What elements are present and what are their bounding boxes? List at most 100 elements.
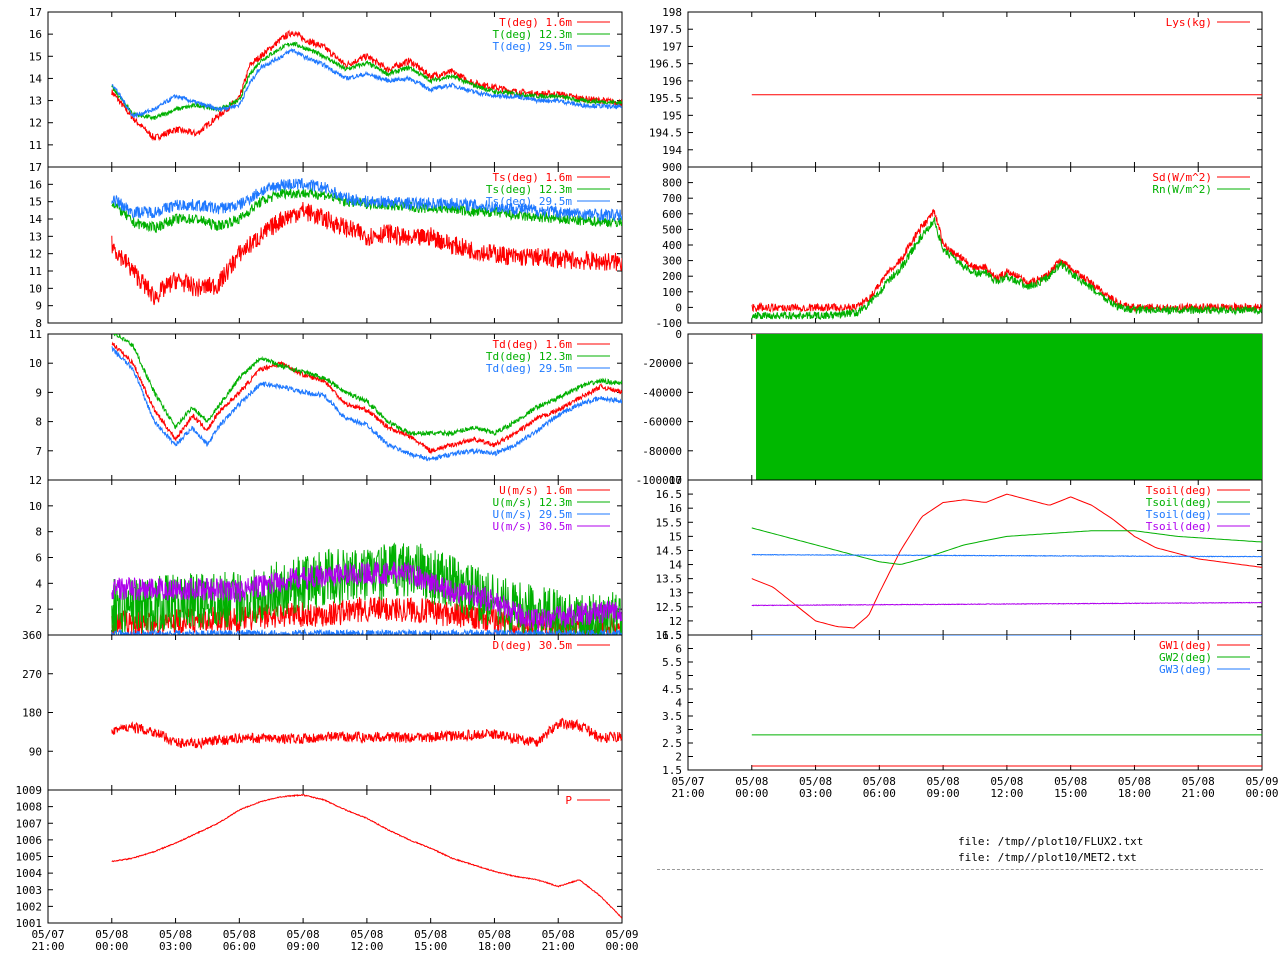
source-file-flux: file: /tmp//plot10/FLUX2.txt [958, 835, 1144, 848]
x-tick-label: 05/08 [287, 928, 320, 941]
y-tick-label: 2.5 [662, 737, 682, 750]
x-tick-label: 12:00 [350, 940, 383, 953]
separator-line [657, 869, 1263, 870]
series-fill-g2-w-m-2 [756, 334, 1262, 480]
series-line-u-m-s-29-5m [111, 627, 622, 635]
x-tick-label: 05/08 [1182, 775, 1215, 788]
y-tick-label: 300 [662, 255, 682, 268]
x-tick-label: 15:00 [414, 940, 447, 953]
legend-label: Td(deg) 1.6m [493, 338, 573, 351]
y-tick-label: 90 [29, 745, 42, 758]
y-tick-label: 4.5 [662, 683, 682, 696]
y-tick-label: 5.5 [662, 656, 682, 669]
legend-label: Ts(deg) 1.6m [493, 171, 573, 184]
x-tick-label: 12:00 [990, 787, 1023, 800]
y-tick-label: 800 [662, 177, 682, 190]
x-tick-label: 03:00 [159, 940, 192, 953]
y-tick-label: 16 [29, 178, 42, 191]
y-tick-label: 1004 [16, 867, 43, 880]
x-tick-label: 06:00 [863, 787, 896, 800]
x-tick-label: 06:00 [223, 940, 256, 953]
x-tick-label: 05/07 [31, 928, 64, 941]
series-line-tsoil-deg [751, 527, 1262, 565]
series-line-u-m-s-30-5m [111, 561, 622, 632]
series-line-t-deg-12-3m [111, 41, 622, 121]
series-line-tsoil-deg [751, 493, 1262, 629]
y-tick-label: 8 [35, 526, 42, 539]
y-tick-label: 15 [29, 50, 42, 63]
legend-label: Lys(kg) [1166, 16, 1212, 29]
legend-label: P [565, 794, 572, 807]
x-tick-label: 05/08 [927, 775, 960, 788]
y-tick-label: 16.5 [656, 488, 683, 501]
y-tick-label: 8 [35, 317, 42, 330]
legend-label: U(m/s) 1.6m [499, 484, 572, 497]
y-tick-label: 270 [22, 668, 42, 681]
legend-label: Tsoil(deg) [1146, 508, 1212, 521]
x-tick-label: 00:00 [95, 940, 128, 953]
panel-sd: -100 0 100 200 300 400 500 600 700 800 900 Sd(W/m^2… [656, 161, 1263, 330]
legend-label: GW3(deg) [1159, 663, 1212, 676]
x-tick-label: 05/08 [414, 928, 447, 941]
legend-label: U(m/s) 30.5m [493, 520, 573, 533]
y-tick-label: 12.5 [656, 601, 683, 614]
y-tick-label: 6 [35, 552, 42, 565]
series-line-sd-w-m-2 [751, 208, 1262, 314]
y-tick-label: 13 [29, 95, 42, 108]
y-tick-label: 11 [29, 139, 42, 152]
y-tick-label: 6 [675, 643, 682, 656]
x-tick-label: 05/08 [223, 928, 256, 941]
x-tick-label: 05/08 [1054, 775, 1087, 788]
y-tick-label: 11 [29, 328, 42, 341]
y-tick-label: 6.5 [662, 629, 682, 642]
x-tick-label: 05/09 [1245, 775, 1278, 788]
panel-frame [47, 634, 623, 791]
x-tick-label: 00:00 [1245, 787, 1278, 800]
y-tick-label: 195.5 [649, 92, 682, 105]
legend-label: Ts(deg) 12.3m [486, 183, 572, 196]
legend-label: U(m/s) 12.3m [493, 496, 573, 509]
panel-lys: 194 194.5 195 195.5 196 196.5 197 197.5 198 Lys(k… [649, 6, 1263, 168]
series-line-tsoil-deg [751, 553, 1262, 558]
x-tick-label: 21:00 [1182, 787, 1215, 800]
y-tick-label: 1.5 [662, 764, 682, 777]
y-tick-label: -60000 [642, 416, 682, 429]
y-tick-label: 197.5 [649, 23, 682, 36]
y-tick-label: 11 [29, 265, 42, 278]
y-tick-label: 180 [22, 707, 42, 720]
y-tick-label: 10 [29, 357, 42, 370]
y-tick-label: 194 [662, 144, 682, 157]
x-tick-label: 05/08 [542, 928, 575, 941]
series-line-rn-w-m-2 [751, 216, 1262, 320]
y-tick-label: 2 [675, 751, 682, 764]
x-tick-label: 05/07 [671, 775, 704, 788]
y-tick-label: -80000 [642, 445, 682, 458]
y-tick-label: 13.5 [656, 573, 683, 586]
y-tick-label: 100 [662, 286, 682, 299]
y-tick-label: 1002 [16, 900, 43, 913]
y-tick-label: 15 [29, 196, 42, 209]
y-tick-label: 2 [35, 603, 42, 616]
panel-gw: 1.522.533.544.555.566.505/0721:0005/0800… [662, 629, 1278, 800]
y-tick-label: -40000 [642, 386, 682, 399]
x-tick-label: 05/08 [735, 775, 768, 788]
series-line-t-deg-1-6m [111, 29, 622, 142]
series-line-td-deg-29-5m [111, 346, 622, 462]
panel-t: 11 12 13 14 15 16 17 T(deg) 1.6mT(deg) 12.3mT(d… [29, 6, 623, 168]
series-line-td-deg-12-3m [113, 334, 622, 437]
legend-label: G2(W/m^2) [1152, 350, 1212, 363]
y-tick-label: 13 [669, 587, 682, 600]
y-tick-label: -100 [656, 317, 683, 330]
y-tick-label: 13 [29, 230, 42, 243]
x-tick-label: 05/09 [605, 928, 638, 941]
y-tick-label: 1001 [16, 917, 43, 930]
x-tick-label: 21:00 [542, 940, 575, 953]
y-tick-label: 1005 [16, 851, 43, 864]
series-line-ts-deg-1-6m [111, 201, 622, 306]
x-tick-label: 09:00 [927, 787, 960, 800]
x-tick-label: 05/08 [95, 928, 128, 941]
y-tick-label: 195 [662, 109, 682, 122]
y-tick-label: 196.5 [649, 58, 682, 71]
x-tick-label: 00:00 [605, 940, 638, 953]
series-line-tsoil-deg [751, 601, 1262, 607]
